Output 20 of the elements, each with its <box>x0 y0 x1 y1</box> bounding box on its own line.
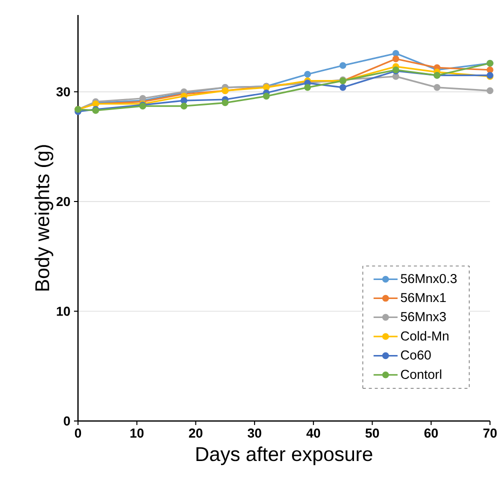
legend-label: Co60 <box>400 350 431 360</box>
legend-label: 56Mnx1 <box>400 293 446 302</box>
legend-label: 56Mnx3 <box>400 312 446 322</box>
y-axis-title: Body weights (g) <box>34 145 54 291</box>
y-tick-label: 20 <box>56 196 70 206</box>
y-tick-label: 0 <box>64 416 70 426</box>
legend-label: 56Mnx0.3 <box>400 274 457 284</box>
x-tick-label: 60 <box>424 428 438 438</box>
x-tick-label: 30 <box>248 428 262 438</box>
x-tick-label: 50 <box>365 428 379 438</box>
y-tick-label: 10 <box>56 306 70 316</box>
legend-label: Cold-Mn <box>400 331 448 341</box>
x-tick-label: 10 <box>130 428 144 438</box>
y-tick-label: 30 <box>56 87 70 96</box>
x-tick-label: 40 <box>306 428 320 438</box>
x-tick-label: 70 <box>483 428 497 438</box>
x-axis-title: Days after exposure <box>196 446 372 466</box>
x-tick-label: 20 <box>188 428 202 438</box>
legend-label: Contorl <box>400 369 442 379</box>
x-tick-label: 0 <box>74 428 82 438</box>
